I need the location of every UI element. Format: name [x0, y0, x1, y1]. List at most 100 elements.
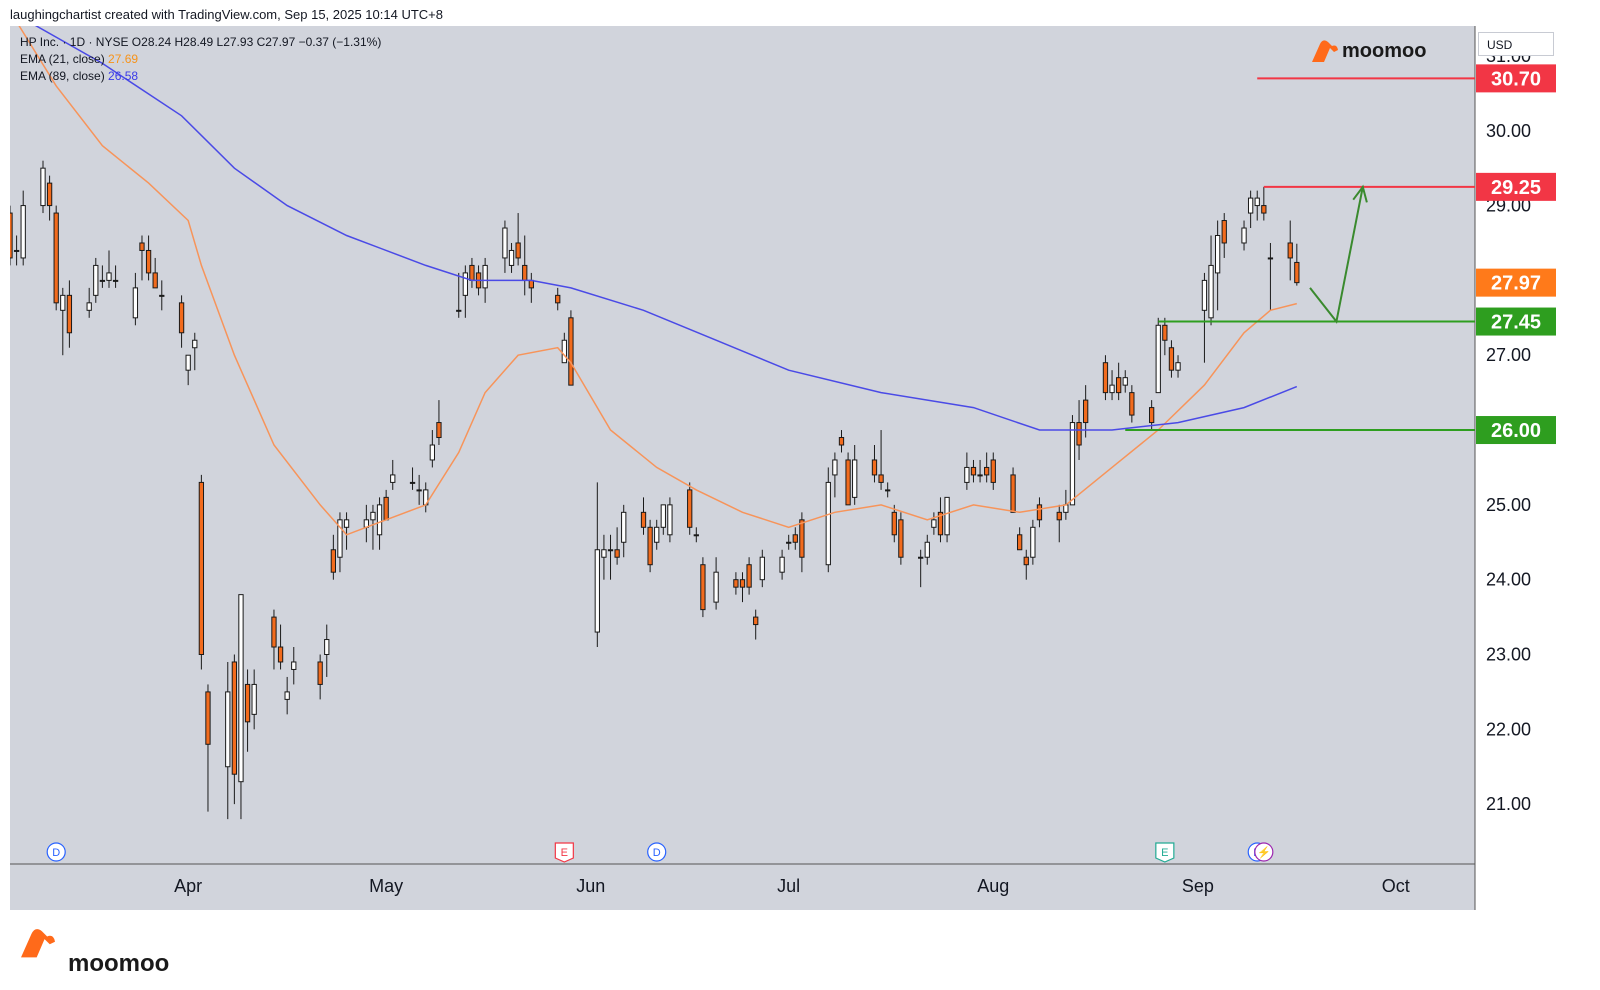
candle — [984, 452, 990, 483]
moomoo-logo-icon — [21, 929, 55, 958]
candle-body — [990, 459, 996, 483]
price-chart[interactable]: DEDED⚡ 21.0022.0023.0024.0025.0026.0027.… — [10, 26, 1594, 930]
candle — [330, 534, 337, 580]
x-tick-label: Jul — [777, 876, 800, 896]
candle-body — [924, 541, 930, 558]
candle — [852, 445, 858, 505]
candle-body — [555, 294, 561, 304]
candle — [832, 452, 838, 498]
candle — [337, 512, 343, 573]
candle-body — [1116, 377, 1122, 394]
candle-body — [46, 182, 53, 207]
candle-body — [1129, 392, 1135, 416]
candle-body — [277, 646, 284, 663]
level-tag-resistance: 30.70 — [1476, 64, 1556, 93]
candle — [885, 482, 891, 498]
candle — [456, 272, 462, 318]
candle-body — [132, 287, 139, 319]
candle — [436, 400, 442, 445]
price-tags: 30.70 29.25 27.45 26.00 27.97 — [1476, 64, 1556, 445]
candle — [931, 512, 937, 535]
candle — [60, 287, 66, 356]
candle-body — [944, 496, 950, 536]
event-marker-split: ⚡ — [1254, 842, 1274, 862]
candle-body — [561, 339, 567, 364]
candle-body — [1155, 324, 1161, 394]
candle-body — [838, 437, 845, 446]
candle — [640, 497, 647, 535]
candle — [343, 512, 350, 550]
level-tag-support-label: 27.45 — [1491, 312, 1541, 334]
candle — [1175, 355, 1181, 378]
candle-body — [1294, 261, 1300, 284]
candle — [1017, 527, 1023, 551]
candle — [225, 661, 231, 820]
candle — [647, 519, 653, 573]
currency-selector[interactable]: USD — [1478, 32, 1554, 56]
candle-body — [898, 519, 904, 558]
candle — [277, 624, 284, 670]
level-tag-resistance-box — [1476, 64, 1556, 93]
candle — [502, 220, 508, 273]
candle-body — [786, 541, 792, 544]
candle — [746, 557, 752, 595]
candle-body — [779, 556, 785, 573]
candle-body — [1221, 220, 1227, 244]
candle — [145, 235, 152, 281]
candle-body — [753, 616, 759, 626]
candle-body — [1036, 504, 1043, 521]
event-badge — [46, 842, 66, 862]
last-price-tag-box — [1476, 268, 1556, 297]
candle-body — [370, 511, 376, 521]
candle — [370, 504, 376, 550]
candle-body — [1076, 422, 1082, 446]
y-tick-label: 24.00 — [1486, 570, 1531, 590]
candle-body — [1102, 362, 1109, 394]
event-marker-earnings: E — [1155, 842, 1175, 863]
candle-body — [739, 579, 746, 588]
candle-body — [977, 474, 983, 477]
candle-body — [40, 167, 46, 207]
candle-body — [390, 474, 396, 483]
candle — [376, 497, 383, 550]
candle-body — [614, 549, 620, 558]
candle — [291, 647, 297, 685]
candle-body — [1208, 264, 1214, 319]
event-badge — [1155, 842, 1175, 863]
candle — [601, 534, 607, 580]
candle — [93, 257, 99, 303]
candle-body — [376, 504, 383, 536]
candle — [792, 527, 798, 550]
candle — [937, 497, 944, 543]
candle — [891, 504, 897, 543]
candle — [106, 250, 112, 288]
chart-credit: laughingchartist created with TradingVie… — [10, 7, 443, 22]
last-price-tag: 27.97 — [1476, 268, 1556, 297]
brand-name-top: moomoo — [1342, 40, 1427, 62]
candle — [192, 332, 198, 371]
candle — [713, 557, 719, 610]
candle-body — [238, 594, 244, 783]
candle-body — [1023, 556, 1029, 566]
candle-body — [878, 474, 884, 483]
ema89-line — [34, 26, 1298, 431]
candle-body — [607, 549, 614, 552]
candle-body — [759, 556, 765, 581]
event-letter: D — [653, 847, 661, 859]
candle-body — [1162, 324, 1168, 341]
projection-arrowhead — [1352, 184, 1368, 203]
candle-body — [621, 511, 627, 543]
price-axis-background — [1475, 26, 1594, 910]
candle-body — [984, 466, 990, 476]
candle — [1168, 340, 1175, 378]
level-tag-resistance-box — [1476, 172, 1556, 201]
candle-body — [106, 272, 112, 281]
candle-body — [1122, 377, 1128, 386]
candle-body — [1168, 347, 1175, 371]
candle — [1069, 415, 1076, 506]
candle — [1155, 317, 1161, 394]
candle-body — [192, 339, 198, 349]
time-axis-ticks: Apr May Jun Jul Aug Sep Oct — [174, 876, 1410, 896]
candle — [198, 474, 205, 670]
event-letter: E — [561, 847, 568, 859]
